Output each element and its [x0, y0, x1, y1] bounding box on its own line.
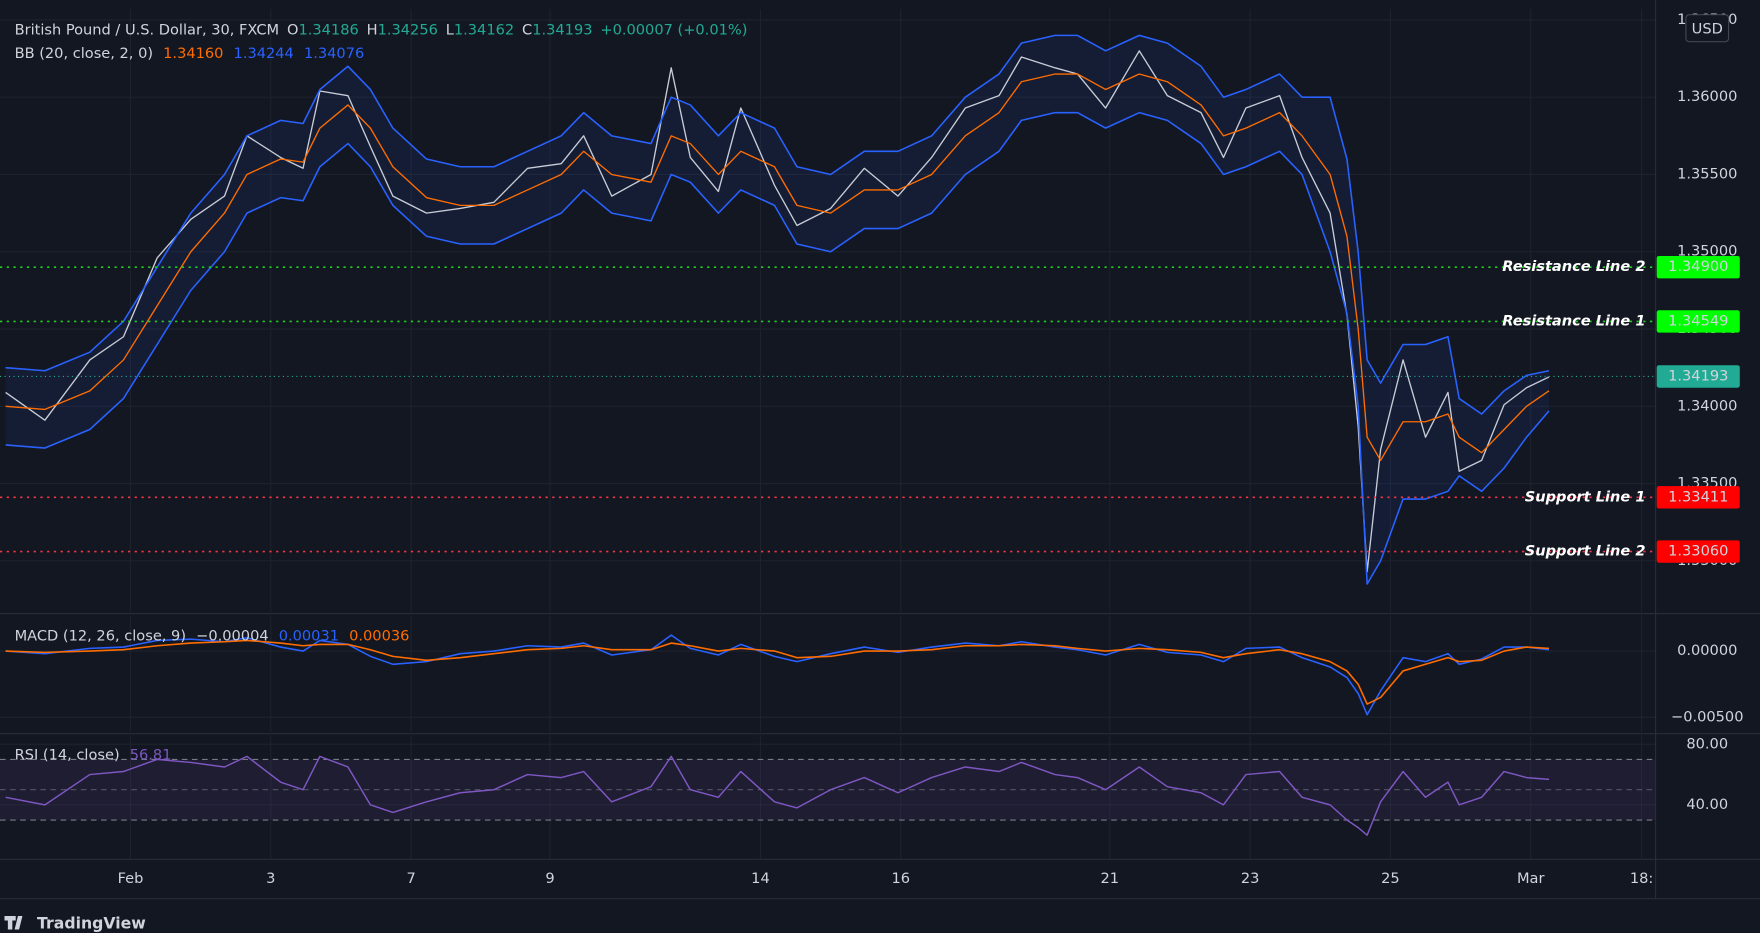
level-name: Resistance Line 1	[1502, 312, 1645, 329]
x-tick-label: Feb	[118, 870, 144, 887]
ohlc-key: H	[367, 21, 378, 38]
x-tick-label: 18:	[1630, 870, 1653, 887]
legend-title: RSI (14, close)	[15, 747, 120, 764]
ohlc-value: 1.34186	[298, 21, 358, 38]
y-tick-label: 80.00	[1686, 735, 1728, 752]
y-tick-label: 0.00000	[1677, 642, 1737, 659]
marks-layer	[0, 34, 1656, 836]
x-tick-label: Mar	[1517, 870, 1545, 887]
legend-value: 1.34160	[163, 45, 223, 62]
level-value: 1.34549	[1668, 312, 1728, 329]
level-value: 1.33411	[1668, 488, 1728, 505]
level-name: Support Line 1	[1525, 488, 1646, 505]
ohlc-value: 1.34162	[454, 21, 514, 38]
x-tick-label: 14	[751, 870, 770, 887]
brand-logo	[4, 916, 23, 930]
symbol: British Pound / U.S. Dollar, 30, FXCM	[15, 21, 280, 38]
series-line	[5, 34, 1550, 415]
x-tick-label: 3	[266, 870, 275, 887]
ohlc-key: O	[287, 21, 298, 38]
legend: RSI (14, close) 56.81	[15, 747, 172, 764]
legend-title: BB (20, close, 2, 0)	[15, 45, 153, 62]
x-tick-label: 21	[1101, 870, 1120, 887]
y-tick-label: 40.00	[1686, 796, 1728, 813]
level-tag	[1656, 310, 1740, 333]
currency: USD	[1692, 20, 1723, 37]
series-line	[5, 755, 1550, 836]
series-line	[5, 639, 1550, 705]
level-name: Resistance Line 2	[1502, 258, 1645, 275]
legend: MACD (12, 26, close, 9) −0.00004 0.00031 0.…	[15, 628, 410, 645]
legend-value: 56.81	[130, 747, 172, 764]
x-tick-label: 25	[1381, 870, 1400, 887]
y-tick-label: −0.00500	[1671, 708, 1744, 725]
ohlc-value: 1.34256	[378, 21, 438, 38]
currency-box	[1685, 14, 1730, 43]
x-tick-label: 23	[1241, 870, 1260, 887]
series-line	[5, 73, 1550, 462]
y-tick-label: 1.34000	[1677, 397, 1737, 414]
y-tick-label: 1.35000	[1677, 243, 1737, 260]
brand: TradingView	[37, 913, 146, 932]
ohlc-value: 1.34193	[532, 21, 592, 38]
y-tick-label: 1.36000	[1677, 88, 1737, 105]
legend-title: MACD (12, 26, close, 9)	[15, 628, 186, 645]
series-line	[5, 111, 1550, 585]
ohlc-key: L	[446, 21, 455, 38]
level-name: Support Line 2	[1525, 543, 1646, 560]
level-tag	[1656, 486, 1740, 509]
legend: BB (20, close, 2, 0) 1.34160 1.34244 1.3407…	[15, 45, 365, 62]
ohlc-key: C	[522, 21, 532, 38]
legend-value: 1.34076	[304, 45, 364, 62]
change: +0.00007 (+0.01%)	[600, 21, 747, 38]
legend-value: 1.34244	[234, 45, 294, 62]
last-price-value: 1.34193	[1668, 367, 1728, 384]
x-tick-label: 16	[891, 870, 910, 887]
legend-value: 0.00031	[279, 628, 339, 645]
level-value: 1.34900	[1668, 258, 1728, 275]
legend-value: −0.00004	[196, 628, 269, 645]
level-value: 1.33060	[1668, 543, 1728, 560]
x-tick-label: 9	[545, 870, 554, 887]
level-tag	[1656, 540, 1740, 563]
symbol-header: British Pound / U.S. Dollar, 30, FXCM O1.…	[15, 21, 748, 38]
legend-value: 0.00036	[349, 628, 409, 645]
bb-fill	[5, 35, 1549, 585]
x-tick-label: 7	[406, 870, 415, 887]
y-tick-label: 1.35500	[1677, 165, 1737, 182]
level-tag	[1656, 255, 1740, 279]
last-price-tag	[1656, 365, 1740, 388]
